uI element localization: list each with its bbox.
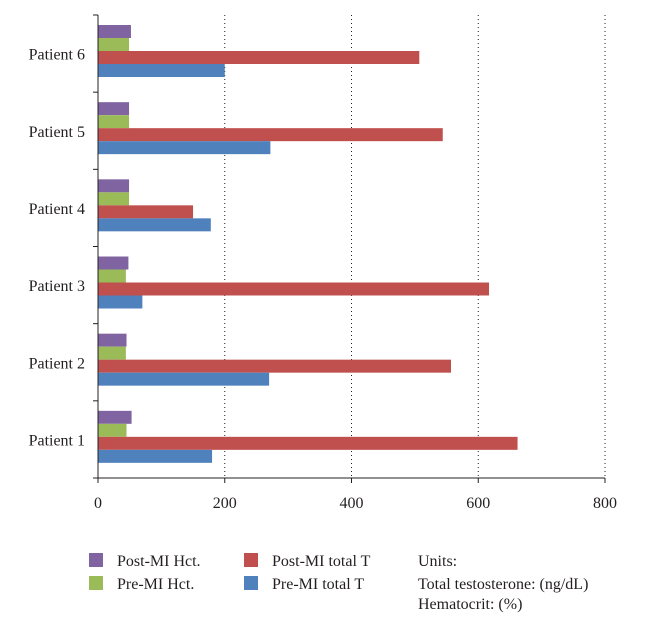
bar-patient-1-post-mi-hct <box>98 410 132 424</box>
bar-patient-2-pre-mi-hct <box>98 346 126 360</box>
legend-swatch-pre-mi-hct <box>89 576 103 590</box>
axes <box>93 14 606 483</box>
legend-label-post-mi-total-t: Post-MI total T <box>272 553 371 570</box>
legend-swatch-post-mi-hct <box>89 553 103 567</box>
grid-lines <box>224 15 606 478</box>
units-testosterone: Total testosterone: (ng/dL) <box>418 576 588 593</box>
bar-patient-4-pre-mi-total-t <box>98 218 211 232</box>
legend-label-pre-mi-total-t: Pre-MI total T <box>272 576 364 593</box>
legend-swatch-post-mi-total-t <box>244 553 258 567</box>
bar-patient-4-post-mi-hct <box>98 179 130 193</box>
category-label-patient-1: Patient 1 <box>29 432 85 449</box>
bar-patient-1-pre-mi-total-t <box>98 449 213 463</box>
bar-patient-1-post-mi-total-t <box>98 436 518 450</box>
x-tick-label-0: 0 <box>94 495 102 512</box>
category-labels: Patient 1 Patient 2 Patient 3 Patient 4 Pati… <box>29 47 85 450</box>
category-label-patient-2: Patient 2 <box>29 355 85 372</box>
category-label-patient-4: Patient 4 <box>29 201 85 218</box>
bar-patient-2-post-mi-hct <box>98 333 127 347</box>
legend: Post-MI Hct. Pre-MI Hct. Post-MI total T… <box>89 553 588 613</box>
bar-patient-5-pre-mi-total-t <box>98 141 271 155</box>
category-label-patient-5: Patient 5 <box>29 124 85 141</box>
bar-patient-2-pre-mi-total-t <box>98 372 270 386</box>
legend-swatch-pre-mi-total-t <box>244 576 258 590</box>
bar-patient-5-pre-mi-hct <box>98 115 130 129</box>
x-tick-label-400: 400 <box>340 495 364 512</box>
bar-patient-6-post-mi-total-t <box>98 51 420 64</box>
units-hematocrit: Hematocrit: (%) <box>418 596 522 613</box>
x-tick-label-200: 200 <box>213 495 237 512</box>
bar-patient-2-post-mi-total-t <box>98 359 451 373</box>
bars <box>98 25 518 463</box>
bar-patient-6-post-mi-hct <box>98 25 131 38</box>
bar-patient-4-post-mi-total-t <box>98 205 194 219</box>
x-tick-label-600: 600 <box>466 495 490 512</box>
legend-label-post-mi-hct: Post-MI Hct. <box>117 553 201 570</box>
bar-patient-3-post-mi-total-t <box>98 282 490 296</box>
bar-patient-3-post-mi-hct <box>98 256 129 270</box>
bar-patient-5-post-mi-total-t <box>98 128 443 142</box>
units-title: Units: <box>418 553 457 570</box>
bar-patient-5-post-mi-hct <box>98 102 130 116</box>
bar-patient-6-pre-mi-hct <box>98 38 130 51</box>
category-label-patient-3: Patient 3 <box>29 278 85 295</box>
bar-patient-3-pre-mi-hct <box>98 269 126 283</box>
bar-patient-6-pre-mi-total-t <box>98 64 225 77</box>
bar-patient-4-pre-mi-hct <box>98 192 130 206</box>
legend-label-pre-mi-hct: Pre-MI Hct. <box>117 576 194 593</box>
x-tick-label-800: 800 <box>593 495 617 512</box>
category-label-patient-6: Patient 6 <box>29 47 85 64</box>
bar-patient-1-pre-mi-hct <box>98 423 127 437</box>
x-tick-labels: 0 200 400 600 800 <box>94 495 617 512</box>
bar-patient-3-pre-mi-total-t <box>98 295 143 309</box>
